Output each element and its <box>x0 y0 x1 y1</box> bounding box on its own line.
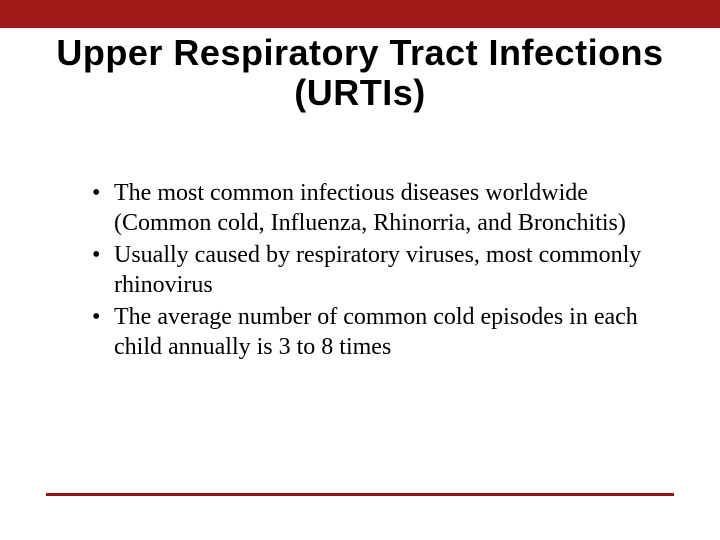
top-accent-bar <box>0 0 720 28</box>
slide-title-line2: (URTIs) <box>294 72 426 113</box>
slide-title: Upper Respiratory Tract Infections (URTI… <box>54 33 666 114</box>
list-item: Usually caused by respiratory viruses, m… <box>86 240 656 300</box>
list-item: The most common infectious diseases worl… <box>86 178 656 238</box>
bottom-divider <box>46 493 674 496</box>
slide-title-container: Upper Respiratory Tract Infections (URTI… <box>54 33 666 114</box>
slide-body: The most common infectious diseases worl… <box>86 178 656 364</box>
slide-title-line1: Upper Respiratory Tract Infections <box>56 32 663 73</box>
bullet-list: The most common infectious diseases worl… <box>86 178 656 362</box>
list-item: The average number of common cold episod… <box>86 302 656 362</box>
